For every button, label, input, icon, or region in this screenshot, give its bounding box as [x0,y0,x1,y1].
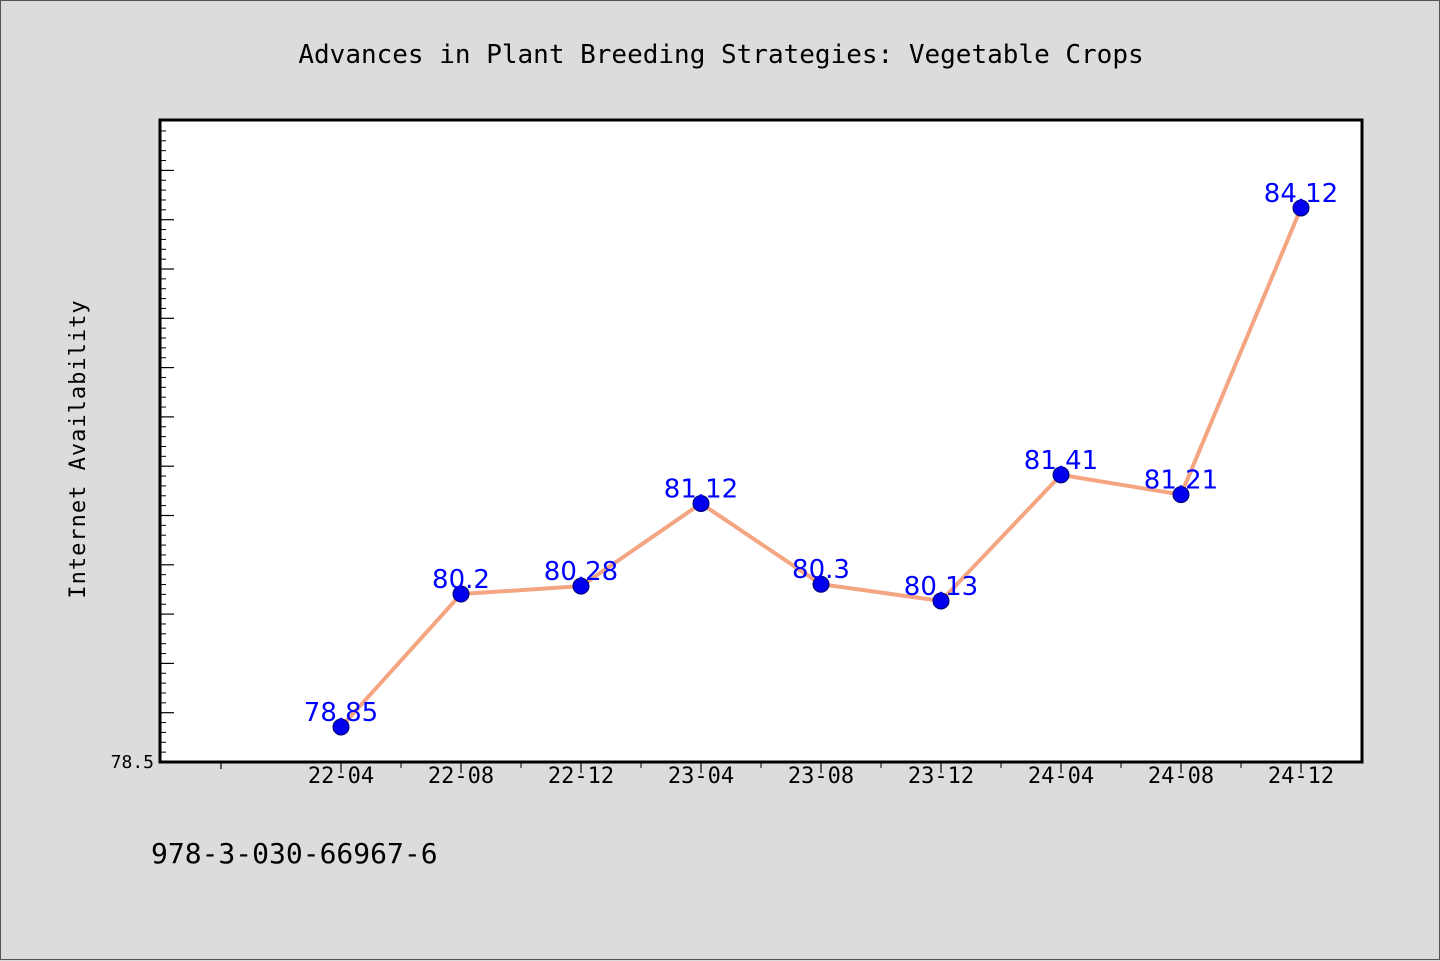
data-label: 80.13 [904,572,978,602]
data-point [812,575,830,593]
plot-area [158,118,1364,764]
data-label: 80.28 [544,557,618,587]
x-tick-label: 23-08 [788,764,854,789]
isbn-footer: 978-3-030-66967-6 [151,837,438,870]
data-label: 78.85 [304,698,378,728]
data-point [1052,466,1070,484]
series-group: 78.85 80.2 80.28 81.12 80.3 80.13 81.41 81.21 84… [304,179,1338,736]
x-tick-label: 24-12 [1268,764,1334,789]
x-tick-label: 22-12 [548,764,614,789]
data-point [452,585,470,603]
data-point [572,577,590,595]
y-axis-ticks [160,130,174,763]
data-label: 80.3 [792,555,850,585]
data-label: 81.21 [1144,466,1218,496]
x-tick-label: 24-04 [1028,764,1094,789]
x-axis-ticks: 22-04 22-08 22-12 23-04 23-08 23-12 24-04 24-08… [220,762,1334,789]
y-axis-label: Internet Availability [66,299,91,598]
data-point [1292,199,1310,217]
data-label: 80.2 [432,565,490,595]
data-label: 81.41 [1024,446,1098,476]
data-label: 81.12 [664,474,738,504]
data-label: 84.12 [1264,179,1338,209]
data-point [332,718,350,736]
x-tick-label: 23-04 [668,764,734,789]
data-point [932,592,950,610]
chart-title: Advances in Plant Breeding Strategies: V… [298,40,1143,70]
data-point [692,494,710,512]
x-tick-label: 22-04 [308,764,374,789]
y-tick-label: 78.5 [111,752,154,773]
x-tick-label: 23-12 [908,764,974,789]
x-tick-label: 22-08 [428,764,494,789]
data-point [1172,486,1190,504]
x-tick-label: 24-08 [1148,764,1214,789]
